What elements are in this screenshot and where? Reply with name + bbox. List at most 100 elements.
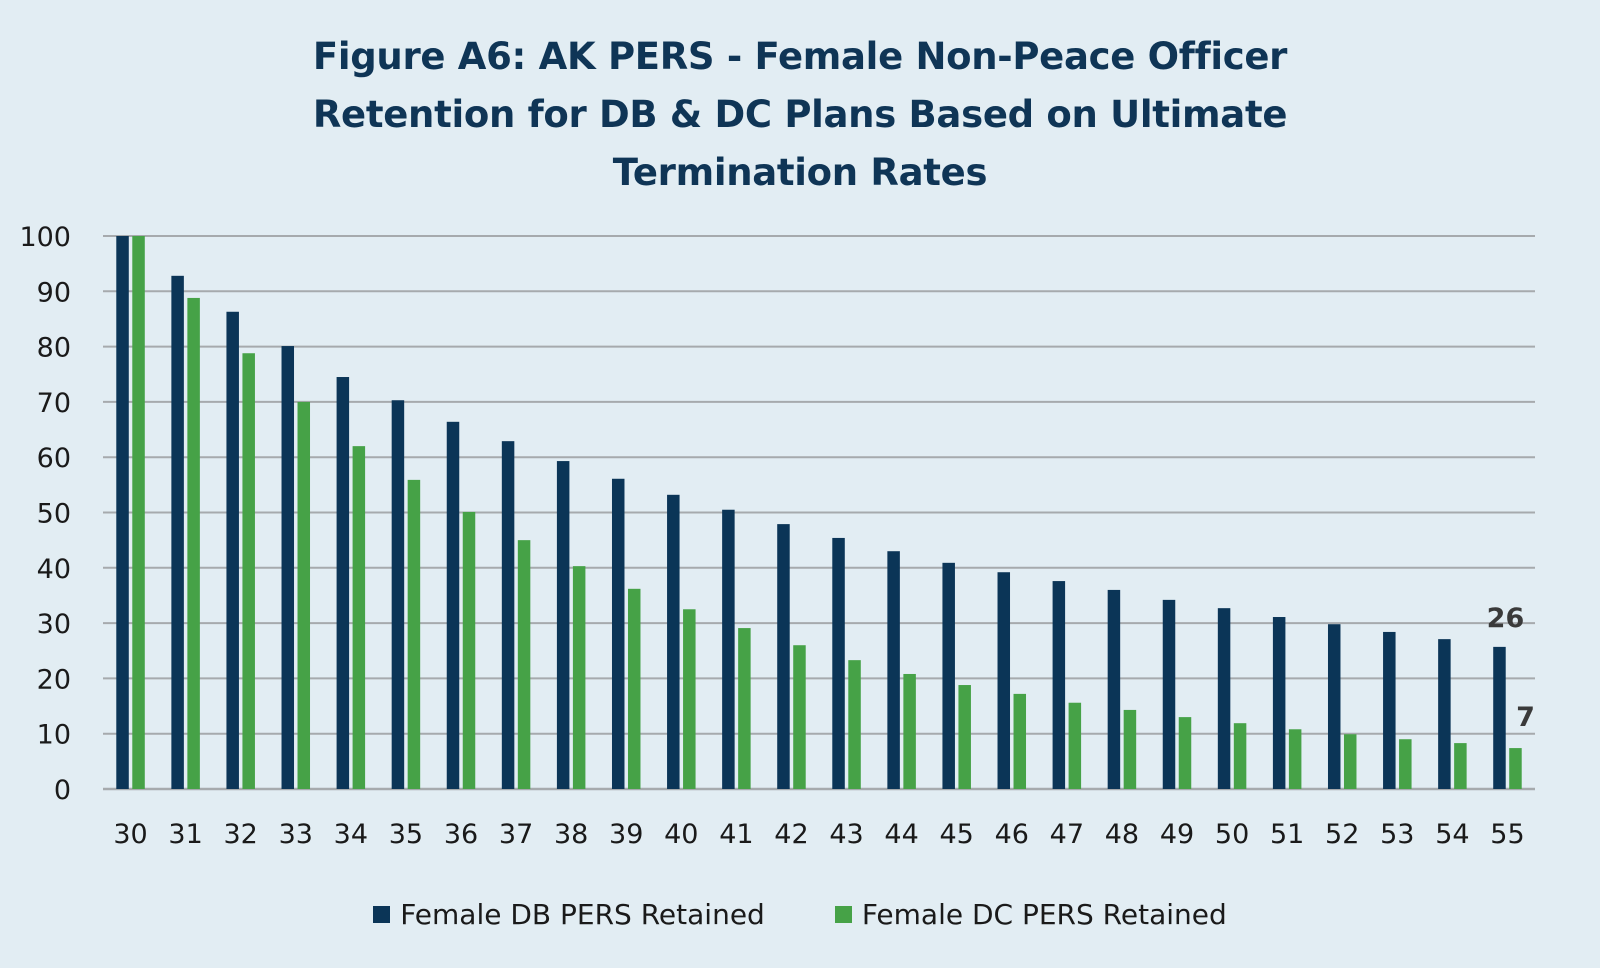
y-axis-ticks: 0 10 20 30 40 50 60 70 80 90 100 [19,222,71,806]
figure-label: Figure A6: [312,35,527,78]
x-tick-label: 30 [113,819,147,850]
bar-dc [572,566,586,789]
bar-dc [1013,693,1027,789]
bar-dc [242,353,255,789]
bar-db [1438,639,1451,789]
bar-dc [132,236,145,789]
legend-item-db: Female DB PERS Retained [373,898,765,931]
y-tick-label: 90 [37,277,71,308]
bar-db [446,421,460,789]
x-tick-label: 36 [444,819,478,850]
y-tick-label: 100 [19,222,71,253]
x-tick-label: 37 [499,819,533,850]
bar-dc [407,479,421,789]
legend: Female DB PERS Retained Female DC PERS R… [0,898,1600,931]
title-line-2: Retention for DB & DC Plans Based on Ult… [312,93,1288,136]
legend-label-db: Female DB PERS Retained [400,898,765,931]
bar-db [116,236,129,789]
bar-dc [958,685,971,789]
x-tick-label: 51 [1270,819,1304,850]
bar-db [556,461,570,789]
bar-dc [1123,709,1137,789]
bar-db [777,524,790,789]
y-tick-label: 60 [37,443,71,474]
x-tick-label: 38 [554,819,588,850]
data-annotations: 26 7 [1487,603,1535,733]
bar-dc [683,609,696,789]
bar-db [1107,589,1121,789]
y-tick-label: 80 [37,333,71,364]
y-tick-label: 50 [37,499,71,530]
bar-db [667,494,680,789]
x-axis-ticks: 30 31 32 33 34 35 36 37 38 39 40 41 42 43 44 45 46 47 48 49… [113,819,1524,850]
bar-db [1383,631,1396,789]
bar-dc [848,660,861,789]
x-tick-label: 32 [224,819,258,850]
legend-swatch-db [373,906,391,923]
x-tick-label: 49 [1160,819,1194,850]
bar-dc [1288,729,1302,789]
bar-dc [517,540,531,789]
bar-dc [627,588,641,789]
x-tick-label: 34 [334,819,368,850]
x-tick-label: 41 [719,819,753,850]
y-tick-label: 10 [37,720,71,751]
bar-db [1217,608,1231,789]
bar-dc [462,511,476,789]
x-tick-label: 52 [1325,819,1359,850]
bar-dc [738,628,751,789]
title-line-3: Termination Rates [612,151,988,194]
y-tick-label: 20 [37,664,71,695]
bar-db [611,478,625,789]
bar-dc [1509,748,1522,789]
bar-dc [903,673,916,789]
x-tick-label: 53 [1380,819,1414,850]
y-tick-label: 40 [37,554,71,585]
bar-dc [1068,702,1082,789]
legend-swatch-dc [834,906,852,923]
x-tick-label: 54 [1435,819,1469,850]
data-label: 7 [1516,702,1535,733]
x-tick-label: 44 [884,819,918,850]
bar-db [226,311,239,789]
bars [116,236,1522,789]
x-tick-label: 39 [609,819,643,850]
bar-db [722,509,735,789]
data-label: 26 [1487,603,1525,634]
x-tick-label: 45 [940,819,974,850]
bar-dc [793,645,806,789]
legend-label-dc: Female DC PERS Retained [861,898,1227,931]
bar-db [391,400,405,789]
x-tick-label: 33 [279,819,313,850]
legend-item-dc: Female DC PERS Retained [834,898,1227,931]
bar-db [501,441,515,789]
bar-db [942,562,955,789]
y-tick-label: 30 [37,609,71,640]
x-tick-label: 40 [664,819,698,850]
bar-db [281,346,295,789]
bar-db [997,572,1011,789]
y-tick-label: 70 [37,388,71,419]
bar-dc [352,446,366,789]
x-tick-label: 50 [1215,819,1249,850]
bar-db [1052,581,1066,789]
bar-dc [1178,717,1192,789]
title-line-1-text: AK PERS - Female Non-Peace Officer [538,35,1288,78]
gridlines [103,235,1535,791]
bar-dc [187,297,200,789]
chart-title: Figure A6: AK PERS - Female Non-Peace Of… [0,28,1600,202]
bar-db [1327,624,1341,789]
bar-dc [1454,743,1467,789]
bar-db [832,537,845,789]
bar-db [171,275,184,789]
x-tick-label: 35 [389,819,423,850]
x-tick-label: 55 [1490,819,1524,850]
bar-db [336,377,350,789]
bar-dc [1399,739,1412,789]
x-tick-label: 31 [168,819,202,850]
x-tick-label: 42 [774,819,808,850]
x-tick-label: 48 [1105,819,1139,850]
bar-db [1272,617,1286,789]
bar-db [1162,599,1176,789]
